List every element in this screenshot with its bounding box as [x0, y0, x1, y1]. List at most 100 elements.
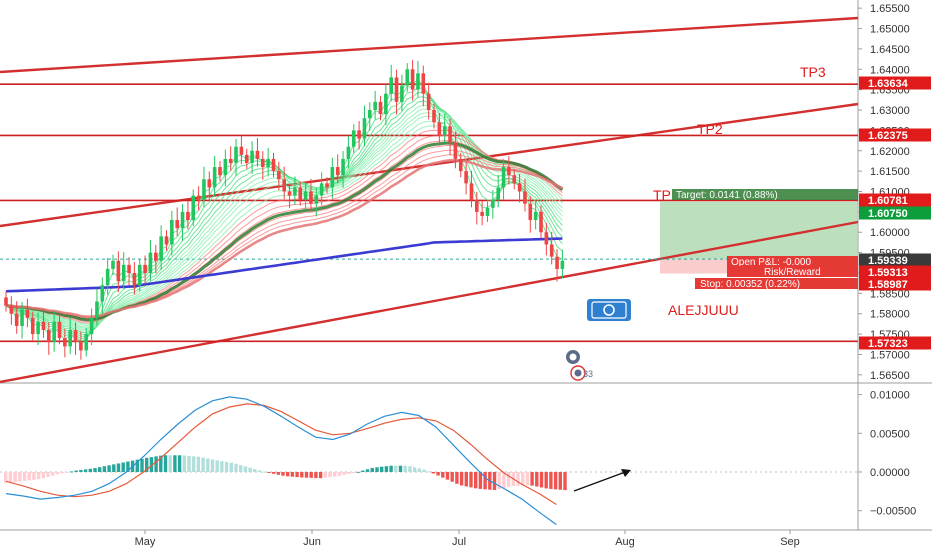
candle-body [512, 175, 517, 184]
price-level-label-bg [859, 253, 931, 267]
price-level-label-text: 1.59339 [868, 255, 908, 267]
price-level-label-bg [859, 193, 931, 207]
macd-tick-label: 0.01000 [870, 390, 910, 402]
macd-histogram-bar [173, 455, 177, 472]
candle-body [517, 183, 522, 192]
candle-body [298, 187, 303, 200]
notes-counter-label: 33 [583, 369, 593, 379]
macd-histogram-bar [361, 470, 365, 472]
position-boxes: Target: 0.0141 (0.88%) Open P&L: -0.000Ri… [672, 189, 858, 290]
candle-body [137, 264, 142, 286]
macd-histogram-bar [149, 457, 154, 472]
price-level-label-text: 1.60781 [868, 195, 908, 207]
candle-body [549, 244, 554, 257]
macd-histogram-bar [224, 461, 229, 472]
candle-body [63, 338, 67, 347]
macd-histogram-bar [549, 471, 553, 489]
macd-histogram-bar [234, 463, 238, 472]
macd-histogram-bar [22, 471, 27, 481]
candle-body [368, 110, 372, 119]
macd-histogram-bar [243, 466, 248, 472]
macd-histogram-bar [41, 471, 45, 479]
price-tick-label: 1.65500 [870, 3, 910, 15]
candle-body [341, 158, 345, 176]
candle-body [384, 93, 388, 115]
macd-histogram-bar [300, 471, 304, 478]
candle-body [191, 195, 196, 221]
macd-histogram-bar [4, 471, 8, 484]
candle-body [378, 101, 383, 115]
macd-histogram-bar [450, 471, 454, 482]
macd-histogram-bar [220, 461, 224, 472]
price-level-label-text: 1.63634 [868, 78, 909, 90]
candle-body [410, 69, 415, 90]
macd-histogram-bar [159, 455, 163, 472]
macd-histogram-bar [521, 471, 525, 486]
macd-histogram-bar [441, 471, 445, 478]
macd-signal-line [5, 403, 557, 506]
candle-body [271, 158, 276, 172]
macd-histogram-bar [36, 471, 41, 480]
macd-histogram-bar [116, 463, 121, 472]
macd-histogram-bar [464, 471, 468, 487]
macd-histogram-bar [535, 471, 539, 487]
macd-histogram-bar [333, 471, 337, 477]
price-level-label-bg [859, 336, 931, 350]
candle-body [437, 122, 442, 135]
macd-histogram-bar [257, 470, 262, 472]
macd-histogram-bar [196, 456, 201, 472]
candle-body [57, 321, 62, 339]
candle-body [458, 158, 463, 172]
candle-body [202, 179, 206, 200]
stop-info-box [695, 278, 858, 289]
macd-histogram-bar [27, 471, 31, 481]
candle-body [175, 220, 179, 229]
candle-body [218, 167, 222, 176]
candle-body [351, 130, 356, 147]
time-tick-label: Jun [303, 536, 321, 548]
macd-histogram-bar [474, 471, 478, 489]
candle-body [560, 260, 565, 269]
macd-histogram-bar [8, 471, 13, 483]
event-icon-dot [569, 353, 577, 361]
macd-histogram-bar [337, 471, 342, 476]
macd-histogram-bar [163, 455, 168, 472]
lower-channel-line [0, 220, 859, 384]
candle-body [480, 211, 484, 216]
price-tick-label: 1.62000 [870, 146, 910, 158]
macd-histogram-bar [102, 466, 107, 472]
candle-body [501, 167, 506, 188]
ma200-line [5, 237, 563, 293]
candle-body [421, 73, 426, 94]
candle-body [485, 207, 490, 216]
candle-body [394, 77, 399, 102]
candle-body [223, 158, 228, 176]
candle-body [287, 191, 292, 196]
candles [4, 59, 565, 360]
arrow-shaft [573, 470, 629, 492]
candle-body [255, 150, 260, 159]
candle-body [362, 118, 367, 139]
macd-histogram-bar [98, 467, 102, 472]
macd-histogram-bar [18, 471, 22, 482]
target-info-text: Target: 0.0141 (0.88%) [676, 190, 778, 201]
macd-histogram-bar [398, 465, 403, 472]
target-info-box [672, 189, 858, 200]
macd-histogram-bar [271, 471, 276, 474]
candle-body [453, 142, 458, 159]
candle-body [303, 191, 308, 200]
camera-body [587, 299, 631, 321]
candle-body [491, 199, 495, 208]
macd-histogram-bar [182, 455, 186, 472]
candle-body [89, 317, 94, 335]
candle-body [164, 236, 169, 245]
macd-histogram-bar [145, 457, 149, 472]
candle-body [373, 101, 377, 111]
candle-body [73, 330, 78, 343]
price-level-label-bg [859, 265, 931, 279]
macd-histogram-bar [403, 465, 407, 472]
candle-body [41, 321, 46, 331]
candle-body [309, 191, 313, 204]
candle-body [544, 232, 549, 245]
